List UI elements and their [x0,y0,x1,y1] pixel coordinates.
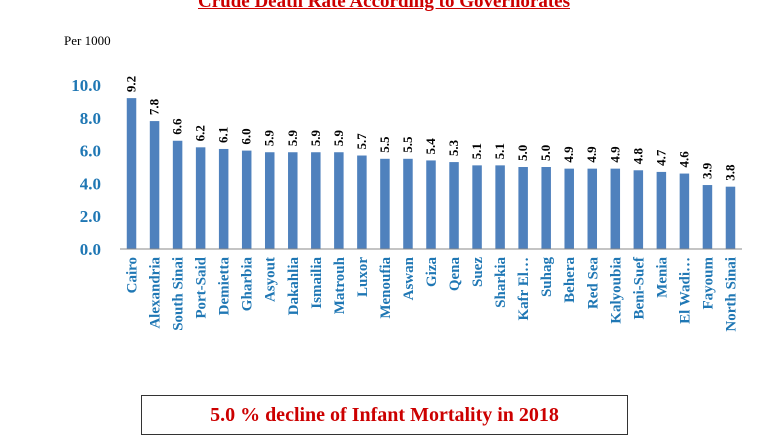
bar [288,152,298,249]
x-tick-label: Luxor [355,257,371,297]
data-label: 5.0 [515,145,530,161]
data-label: 5.9 [331,129,346,146]
data-label: 5.9 [285,129,300,146]
x-tick-label: Dakahlia [286,257,302,316]
bar [403,158,413,249]
y-tick-label: 6.0 [80,142,101,161]
bar [679,173,690,249]
x-tick-label: North Sinai [723,257,739,332]
x-tick-label: South Sinai [171,257,187,331]
infant-mortality-note: 5.0 % decline of Infant Mortality in 201… [141,395,628,435]
x-tick-label: Menia [654,257,670,298]
data-label: 3.9 [699,162,714,179]
bar [518,167,528,249]
bar [495,165,505,249]
data-label: 4.7 [653,149,668,166]
x-tick-label: Red Sea [585,257,601,310]
data-label: 5.9 [308,129,323,146]
y-tick-label: 4.0 [80,174,101,193]
x-tick-label: El Wadi… [677,257,693,324]
bar [311,152,321,249]
bar [172,140,183,249]
x-tick-label: Alexandria [148,257,164,329]
data-label: 6.2 [193,125,208,141]
x-tick-label: Giza [424,257,440,287]
bar [541,167,551,249]
x-tick-label: Suez [470,257,486,287]
x-tick-label: Cairo [125,257,141,293]
bar [357,155,367,249]
bar [149,121,160,249]
data-label: 4.9 [561,146,576,163]
x-tick-label: Aswan [401,256,417,300]
bar [334,152,344,249]
x-tick-label: Gharbia [240,257,256,312]
x-tick-label: Sharkia [493,257,509,308]
y-tick-label: 0.0 [80,240,101,259]
x-tick-label: Qena [447,257,463,292]
bar [610,168,621,249]
data-label: 9.2 [124,76,139,92]
bar [725,186,736,249]
data-label: 5.7 [354,133,369,150]
x-tick-label: Beni-Suef [631,256,647,320]
x-tick-label: Fayoum [700,256,716,309]
bar-chart: 0.0 2.0 4.0 6.0 8.0 10.0 9.2 7.8 6.6 6.2 6.1 6.0 5.… [71,76,742,332]
data-label: 4.6 [676,151,691,168]
data-label: 6.6 [170,118,185,135]
x-tick-label: Kafr El… [516,257,532,320]
data-label: 5.4 [423,138,438,155]
bar [126,98,137,250]
bar [264,152,275,249]
y-axis-unit-label: Per 1000 [64,33,111,48]
bar [656,171,667,249]
bar [241,150,252,249]
bar [472,165,482,249]
data-label: 5.5 [400,136,415,153]
bar [633,170,644,249]
bar [195,147,206,249]
bar [587,168,598,249]
x-tick-label: Kalyoubia [608,257,624,324]
data-label: 5.1 [492,143,507,159]
x-tick-label: Ismailia [309,257,325,309]
data-label: 5.3 [446,139,461,156]
bar [218,148,229,249]
data-label: 6.1 [216,127,231,143]
chart-title: Crude Death Rate According to Governorat… [197,0,570,12]
data-label: 6.0 [239,128,254,144]
data-label: 5.1 [469,143,484,159]
x-tick-label: Menoufia [378,257,394,319]
x-tick-label: Demietta [217,257,233,316]
x-tick-label: Port-Said [194,256,210,318]
x-tick-label: Matrouh [332,256,348,314]
y-axis-ticks: 0.0 2.0 4.0 6.0 8.0 10.0 [71,76,101,259]
data-labels: 9.2 7.8 6.6 6.2 6.1 6.0 5.9 5.9 5.9 5.9 5.7 5.5 5.5 5… [124,76,738,181]
bar [564,168,574,249]
x-axis-ticks: Cairo Alexandria South Sinai Port-Said Demie… [125,256,740,332]
bar [702,185,713,249]
y-tick-label: 2.0 [80,207,101,226]
data-label: 7.8 [147,98,162,115]
data-label: 4.9 [584,146,599,163]
data-label: 5.5 [377,136,392,153]
bar [449,162,459,249]
data-label: 4.8 [630,148,645,165]
bars [126,98,736,250]
x-tick-label: Asyout [263,257,279,302]
y-tick-label: 8.0 [80,109,101,128]
data-label: 3.8 [722,164,737,181]
x-tick-label: Behera [562,257,578,303]
data-label: 5.9 [262,129,277,146]
x-tick-label: Suhag [539,257,555,298]
data-label: 5.0 [538,145,553,161]
bar [380,158,390,249]
data-label: 4.9 [607,146,622,163]
bar [426,160,436,249]
y-tick-label: 10.0 [71,76,101,95]
